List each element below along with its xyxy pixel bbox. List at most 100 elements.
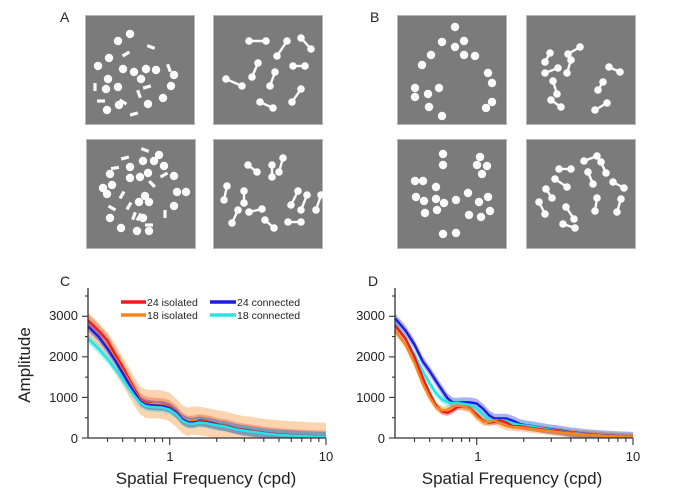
stimulus-dot (476, 212, 486, 222)
stimulus-dot (432, 205, 442, 215)
stimulus-dot (169, 201, 179, 211)
stimulus-dumbbell (562, 203, 578, 223)
stimulus-dot (105, 169, 115, 179)
c-xtick-label-10: 10 (319, 449, 333, 464)
stimulus-bar (129, 111, 139, 117)
stimulus-dumbbell (584, 168, 597, 188)
stimulus-b-isolated-18 (397, 139, 507, 249)
stimulus-dot (438, 149, 448, 159)
stimulus-dot (101, 84, 111, 94)
stimulus-dot (487, 97, 497, 107)
stimulus-dot (423, 89, 433, 99)
legend-label-18-connected: 18 connected (237, 310, 300, 322)
stimulus-dumbbell (297, 34, 315, 53)
stimulus-dumbbell (244, 161, 261, 176)
stimulus-dot (477, 169, 487, 179)
stimulus-dot (474, 197, 484, 207)
stimulus-dot (450, 42, 460, 52)
c-ytick-label-3000: 3000 (49, 308, 78, 323)
stimulus-a-connected-24 (213, 15, 323, 125)
stimulus-dot (114, 100, 124, 110)
stimulus-dot (118, 64, 128, 74)
stimulus-dot (149, 156, 159, 166)
chart-c-legend: 24 isolated 18 isolated 24 connected 18 … (121, 297, 300, 322)
stimulus-dot (172, 187, 182, 197)
stimulus-bar (125, 201, 133, 211)
stimulus-dumbbell (288, 85, 305, 106)
stimulus-dumbbell (248, 59, 262, 81)
stimulus-dot (419, 196, 429, 206)
stimulus-a-isolated-18 (86, 139, 196, 249)
stimulus-dumbbell (220, 182, 231, 204)
stimulus-dot (113, 36, 123, 46)
d-xtick-label-10: 10 (626, 449, 640, 464)
c-xtick-label-1: 1 (166, 449, 173, 464)
stimulus-dumbbell (222, 75, 246, 90)
stimulus-dumbbell (240, 187, 248, 207)
stimulus-bar (135, 212, 143, 222)
stimulus-dot (418, 176, 428, 186)
legend-label-18-isolated: 18 isolated (147, 310, 198, 322)
stimulus-dot (472, 160, 482, 170)
stimulus-b-connected-24 (526, 15, 636, 125)
stimulus-dumbbell (559, 220, 579, 232)
d-ytick-label-1000: 1000 (356, 390, 385, 405)
stimulus-dot (103, 74, 113, 84)
stimulus-b-isolated-24 (397, 15, 507, 125)
stimulus-dot (134, 197, 144, 207)
stimulus-dot (451, 228, 461, 238)
stimulus-dot (166, 81, 176, 91)
d-ytick-label-0: 0 (378, 431, 385, 446)
stimulus-dot (125, 162, 135, 172)
d-ytick-label-2000: 2000 (356, 349, 385, 364)
d-xtick-label-1: 1 (474, 449, 481, 464)
stimulus-dot (437, 111, 447, 121)
panel-label-d: D (368, 273, 379, 289)
panel-label-a: A (60, 9, 70, 25)
chart-d-axes (389, 288, 634, 445)
stimulus-dot (483, 68, 493, 78)
stimulus-dot (135, 172, 145, 182)
stimulus-bar (163, 210, 167, 218)
stimulus-bar (107, 204, 117, 212)
stimulus-dot (481, 103, 491, 113)
stimulus-dot (485, 206, 495, 216)
stimulus-dumbbell (609, 178, 628, 192)
stimulus-dot (102, 189, 112, 199)
stimulus-dot (470, 51, 480, 61)
stimulus-dumbbell (551, 175, 571, 191)
stimulus-bar (146, 44, 156, 50)
stimulus-dot (483, 192, 493, 202)
stimulus-dumbbell (541, 49, 554, 66)
stimulus-bar (140, 147, 150, 153)
stimulus-dot (169, 171, 179, 181)
stimulus-dumbbell (535, 198, 549, 218)
stimulus-bar (131, 211, 137, 221)
stimulus-dumbbell (245, 205, 266, 216)
stimulus-dot (138, 156, 148, 166)
stimulus-dot (169, 70, 179, 80)
stimulus-dumbbell (563, 56, 575, 77)
stimulus-dot (151, 65, 161, 75)
stimulus-dumbbell (273, 37, 291, 60)
stimulus-dumbbell (289, 62, 309, 70)
stimulus-dot (438, 160, 448, 170)
stimulus-dot (144, 226, 154, 236)
c-band-24-connected (88, 321, 326, 438)
chart-c-axes (82, 288, 327, 445)
stimulus-dumbbell (547, 96, 565, 111)
stimulus-a-isolated-24 (85, 15, 195, 125)
stimulus-bar (142, 84, 152, 90)
chart-d-lines (394, 317, 634, 439)
stimulus-dot (411, 192, 421, 202)
stimulus-dumbbell (542, 185, 556, 202)
stimulus-bar (110, 165, 120, 171)
stimulus-dot (439, 198, 449, 208)
stimulus-dot (98, 183, 108, 193)
stimulus-dumbbell (564, 43, 584, 58)
stimulus-bar (121, 50, 131, 58)
stimulus-dot (125, 29, 135, 39)
panel-label-b: B (370, 9, 380, 25)
stimulus-dot (431, 182, 441, 192)
